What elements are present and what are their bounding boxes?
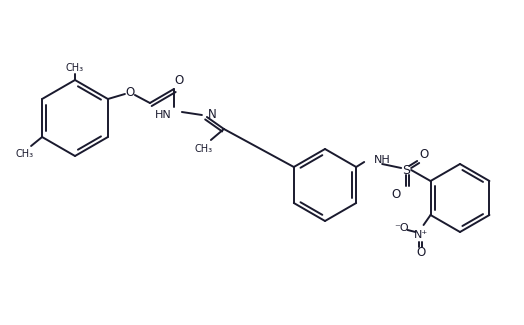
- Text: N: N: [208, 109, 216, 122]
- Text: NH: NH: [374, 155, 391, 165]
- Text: CH₃: CH₃: [15, 149, 33, 159]
- Text: O: O: [125, 86, 135, 99]
- Text: HN: HN: [155, 110, 172, 120]
- Text: N⁺: N⁺: [413, 230, 428, 240]
- Text: O: O: [391, 188, 401, 201]
- Text: O: O: [174, 73, 183, 86]
- Text: O: O: [420, 148, 429, 161]
- Text: CH₃: CH₃: [66, 63, 84, 73]
- Text: O: O: [416, 245, 425, 258]
- Text: CH₃: CH₃: [195, 144, 213, 154]
- Text: ⁻O: ⁻O: [394, 223, 409, 233]
- Text: S: S: [402, 163, 410, 176]
